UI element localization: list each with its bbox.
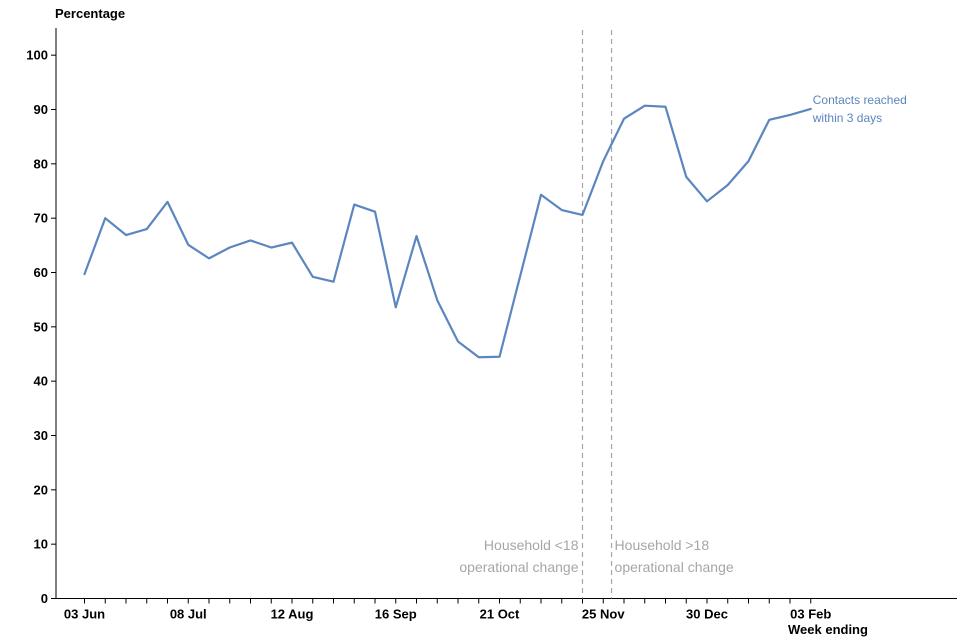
data-point [727, 184, 729, 186]
data-point [208, 257, 210, 259]
data-point [478, 356, 480, 358]
x-axis-title: Week ending [788, 622, 868, 637]
data-point [602, 160, 604, 162]
data-point [519, 275, 521, 277]
data-point [768, 119, 770, 121]
y-tick-label: 30 [34, 428, 48, 443]
data-point [146, 228, 148, 230]
x-tick-label: 30 Dec [686, 607, 728, 622]
y-tick-label: 50 [34, 319, 48, 334]
data-point [415, 235, 418, 237]
data-point [83, 273, 86, 275]
data-point [166, 201, 169, 203]
data-point [623, 118, 625, 120]
data-point [229, 246, 231, 249]
x-tick-label: 08 Jul [170, 607, 207, 622]
data-point [747, 160, 750, 162]
y-tick-label: 60 [34, 265, 48, 280]
y-tick-label: 20 [34, 482, 48, 497]
data-point [540, 194, 542, 196]
y-tick-label: 70 [34, 211, 48, 226]
data-point [457, 340, 459, 343]
data-point [685, 176, 687, 178]
y-axis-title: Percentage [55, 6, 125, 21]
x-tick-label: 21 Oct [480, 607, 520, 622]
annotation-label: operational change [459, 559, 578, 575]
data-point [104, 217, 106, 219]
data-point [187, 244, 189, 246]
data-point [353, 203, 355, 206]
annotation-label: operational change [615, 559, 734, 575]
y-axis: 0 10 20 30 40 50 60 70 80 90 100 [26, 28, 57, 606]
data-point [374, 211, 376, 213]
x-tick-label: 03 Jun [64, 607, 105, 622]
data-point [125, 234, 127, 236]
data-point [270, 246, 272, 249]
y-tick-label: 100 [26, 48, 48, 63]
data-point [664, 106, 667, 108]
data-point [436, 299, 438, 301]
data-point [498, 356, 501, 358]
series-label: within 3 days [812, 111, 882, 125]
annotation-label: Household <18 [484, 537, 579, 553]
x-axis: 03 Jun 08 Jul 12 Aug 16 Sep 21 Oct 25 Nov 30 D… [56, 598, 957, 622]
data-point [291, 242, 293, 244]
x-tick-label: 12 Aug [271, 607, 314, 622]
x-tick-label: 03 Feb [790, 607, 831, 622]
data-point [644, 105, 646, 107]
data-point [810, 108, 812, 110]
series-line [83, 104, 812, 359]
series-label: Contacts reached [813, 93, 907, 107]
x-tick-label: 25 Nov [582, 607, 625, 622]
data-point [249, 239, 252, 242]
data-point [332, 281, 335, 283]
annotation-label: Household >18 [615, 537, 710, 553]
y-tick-label: 80 [34, 156, 48, 171]
data-point [561, 209, 563, 211]
data-point [312, 276, 314, 278]
y-tick-label: 10 [34, 537, 48, 552]
annotation-layer: Household <18 operational change Household… [459, 30, 734, 599]
y-tick-label: 0 [41, 591, 48, 606]
data-point [581, 214, 584, 216]
data-point [395, 306, 397, 308]
x-tick-label: 16 Sep [375, 607, 417, 622]
y-tick-label: 40 [34, 374, 48, 389]
data-point [706, 200, 708, 202]
series-layer: Contacts reached within 3 days [83, 93, 907, 359]
data-point [789, 114, 791, 116]
y-tick-label: 90 [34, 102, 48, 117]
